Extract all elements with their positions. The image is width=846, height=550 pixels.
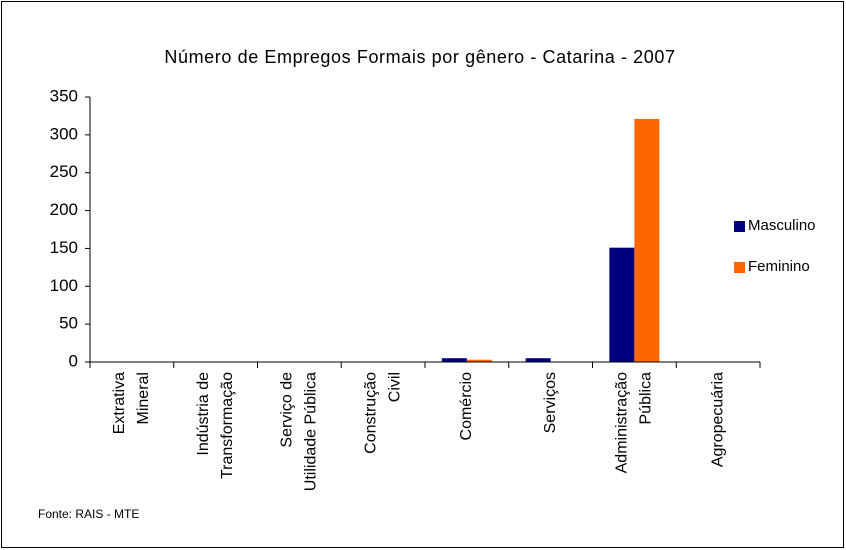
x-tick-label: Utilidade Pública [303, 372, 320, 491]
legend-label: Masculino [748, 217, 816, 234]
x-tick-label: Pública [638, 372, 655, 425]
y-tick-label: 250 [50, 162, 78, 181]
y-tick-label: 150 [50, 238, 78, 257]
x-tick-label: Civil [386, 372, 403, 402]
x-tick-label: Mineral [135, 372, 152, 424]
y-tick-label: 100 [50, 276, 78, 295]
bar [634, 118, 660, 362]
x-tick-label: Comércio [458, 372, 475, 441]
y-tick-label: 350 [50, 86, 78, 105]
x-tick-label: Serviço de [279, 372, 296, 448]
legend-swatch [734, 262, 745, 273]
bar [466, 359, 492, 362]
source-note: Fonte: RAIS - MTE [38, 507, 139, 521]
chart-title: Número de Empregos Formais por gênero - … [164, 47, 675, 67]
y-tick-label: 0 [69, 351, 78, 370]
legend-swatch [734, 221, 745, 232]
bar [609, 247, 635, 362]
y-tick-label: 300 [50, 124, 78, 143]
x-tick-label: Agropecuária [709, 372, 726, 467]
bar [525, 358, 551, 362]
x-tick-label: Indústria de [195, 372, 212, 456]
x-tick-label: Construção [362, 372, 379, 454]
bar [441, 358, 467, 362]
legend-label: Feminino [748, 258, 810, 275]
x-tick-label: Transformação [219, 372, 236, 479]
x-tick-label: Extrativa [111, 372, 128, 434]
x-tick-label: Serviços [542, 372, 559, 433]
y-tick-label: 200 [50, 200, 78, 219]
y-tick-label: 50 [59, 314, 78, 333]
x-tick-label: Administração [614, 372, 631, 473]
